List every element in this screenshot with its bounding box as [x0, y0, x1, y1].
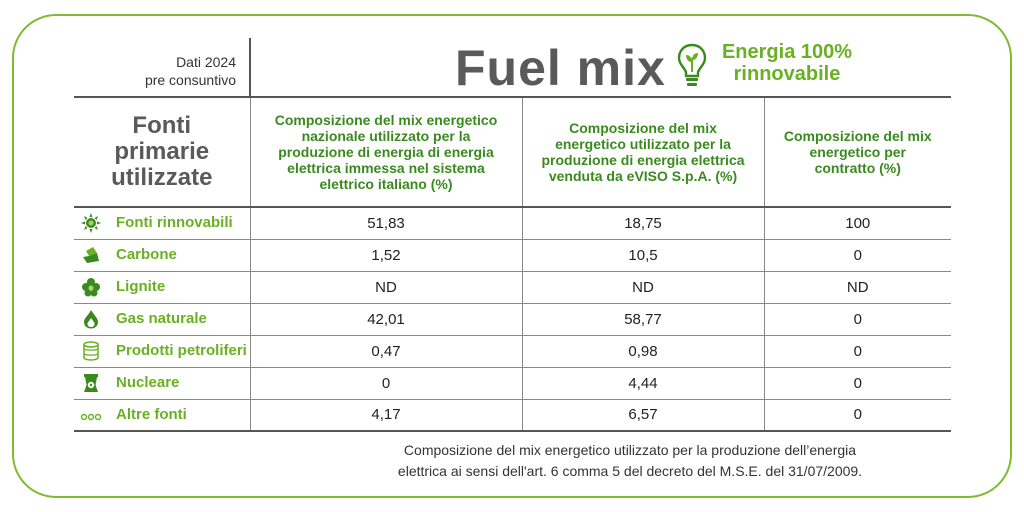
source-cell: Altre fonti	[74, 399, 250, 432]
sun-icon	[80, 213, 102, 234]
table-header-row: Fonti primarie utilizzate Composizione d…	[74, 96, 951, 208]
eviso-value: ND	[521, 271, 764, 304]
sources-column-header: Fonti primarie utilizzate	[74, 96, 250, 208]
table-row: Nucleare 0 4,44 0	[74, 367, 951, 400]
renewable-badge: Energia 100% rinnovabile	[712, 41, 862, 85]
national-value: 51,83	[249, 207, 522, 240]
fuel-mix-table: Fonti primarie utilizzate Composizione d…	[74, 96, 951, 432]
badge-line1: Energia 100%	[721, 41, 853, 63]
source-cell: Lignite	[74, 271, 250, 304]
eviso-mix-column-header: Composizione del mix energetico utilizza…	[521, 96, 764, 208]
footnote-line1: Composizione del mix energetico utilizza…	[403, 442, 857, 458]
oil-barrel-icon	[80, 341, 102, 361]
source-cell: Prodotti petroliferi	[74, 335, 250, 368]
source-label: Prodotti petroliferi	[116, 341, 247, 359]
national-value: ND	[249, 271, 522, 304]
contract-value: 100	[763, 207, 951, 240]
source-label: Lignite	[116, 277, 166, 295]
source-label: Altre fonti	[116, 405, 187, 423]
national-value: 42,01	[249, 303, 522, 336]
data-status: pre consuntivo	[144, 72, 236, 88]
contract-value: 0	[763, 367, 951, 400]
contract-mix-column-header: Composizione del mix energetico per cont…	[763, 96, 951, 208]
contract-value: 0	[763, 239, 951, 272]
page-title: Fuel mix	[455, 40, 666, 96]
table-row: Altre fonti 4,17 6,57 0	[74, 399, 951, 432]
data-note: Dati 2024 pre consuntivo	[76, 53, 236, 89]
footnote: Composizione del mix energetico utilizza…	[350, 440, 910, 482]
source-label: Fonti rinnovabili	[116, 214, 233, 232]
source-cell: Fonti rinnovabili	[74, 207, 250, 240]
eviso-value: 58,77	[521, 303, 764, 336]
table-row: Prodotti petroliferi 0,47 0,98 0	[74, 335, 951, 368]
table-row: Carbone 1,52 10,5 0	[74, 239, 951, 272]
header-divider	[249, 38, 251, 96]
eviso-value: 18,75	[521, 207, 764, 240]
dots-icon	[80, 405, 102, 425]
contract-value: 0	[763, 399, 951, 432]
rounded-frame	[12, 14, 1012, 498]
source-cell: Gas naturale	[74, 303, 250, 336]
table-row: Gas naturale 42,01 58,77 0	[74, 303, 951, 336]
lignite-icon	[80, 277, 102, 297]
flame-icon	[80, 309, 102, 329]
footnote-line2: elettrica ai sensi dell'art. 6 comma 5 d…	[397, 463, 863, 479]
table-row: Lignite ND ND ND	[74, 271, 951, 304]
nuclear-plant-icon	[80, 373, 102, 393]
national-value: 4,17	[249, 399, 522, 432]
eviso-value: 4,44	[521, 367, 764, 400]
table-row: Fonti rinnovabili 51,83 18,75 100	[74, 207, 951, 240]
eviso-value: 0,98	[521, 335, 764, 368]
national-value: 0,47	[249, 335, 522, 368]
source-cell: Carbone	[74, 239, 250, 272]
data-year: Dati 2024	[176, 54, 236, 70]
national-value: 0	[249, 367, 522, 400]
contract-value: 0	[763, 335, 951, 368]
badge-line2: rinnovabile	[733, 63, 841, 85]
national-mix-column-header: Composizione del mix energetico nazional…	[249, 96, 522, 208]
lightbulb-leaf-icon	[676, 42, 708, 90]
source-cell: Nucleare	[74, 367, 250, 400]
source-label: Carbone	[116, 245, 177, 263]
contract-value: 0	[763, 303, 951, 336]
eviso-value: 10,5	[521, 239, 764, 272]
coal-icon	[80, 245, 102, 265]
eviso-value: 6,57	[521, 399, 764, 432]
source-label: Nucleare	[116, 373, 180, 391]
contract-value: ND	[763, 271, 951, 304]
source-label: Gas naturale	[116, 309, 207, 327]
national-value: 1,52	[249, 239, 522, 272]
